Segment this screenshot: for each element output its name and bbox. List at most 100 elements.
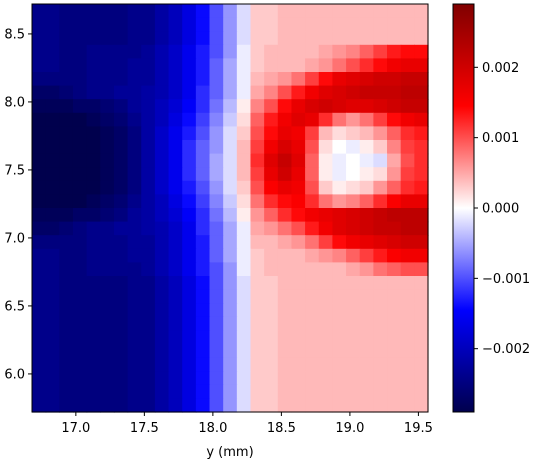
heatmap-cell	[346, 248, 361, 263]
heatmap-cell	[223, 58, 238, 73]
heatmap-cell	[359, 167, 374, 182]
heatmap-cell	[414, 44, 429, 59]
heatmap-cell	[100, 85, 115, 100]
heatmap-cell	[127, 208, 142, 223]
heatmap-cell	[141, 344, 156, 359]
heatmap-cell	[59, 140, 74, 155]
heatmap-cell	[209, 371, 224, 386]
heatmap-cell	[291, 248, 306, 263]
heatmap-cell	[400, 316, 415, 331]
heatmap-cell	[223, 248, 238, 263]
heatmap-cell	[127, 289, 142, 304]
heatmap-cell	[154, 344, 170, 359]
heatmap-cell	[127, 384, 142, 399]
heatmap-cell	[373, 235, 388, 250]
heatmap-cell	[318, 371, 334, 386]
heatmap-cell	[359, 330, 374, 345]
heatmap-cell	[127, 44, 142, 59]
heatmap-cell	[400, 17, 415, 32]
heatmap-cell	[195, 398, 211, 413]
heatmap-cell	[264, 371, 279, 386]
heatmap-cell	[127, 235, 142, 250]
heatmap-cell	[414, 208, 429, 223]
heatmap-cell	[305, 398, 320, 413]
heatmap-cell	[318, 276, 334, 291]
heatmap-cell	[154, 289, 170, 304]
heatmap-cell	[318, 140, 334, 155]
heatmap-cell	[154, 194, 170, 209]
x-tick-label: 19.0	[335, 421, 364, 436]
heatmap-cell	[250, 371, 265, 386]
heatmap-cell	[113, 126, 129, 141]
heatmap-cell	[45, 384, 60, 399]
heatmap-cell	[209, 31, 224, 46]
heatmap-cell	[346, 31, 361, 46]
heatmap-cell	[387, 180, 402, 195]
heatmap-cell	[195, 262, 211, 277]
colorbar-tick-label: 0.000	[482, 202, 519, 217]
heatmap-cell	[72, 371, 88, 386]
heatmap-cell	[32, 99, 47, 114]
heatmap-cell	[236, 208, 252, 223]
heatmap-cell	[264, 126, 279, 141]
heatmap-cell	[291, 194, 306, 209]
heatmap-cell	[277, 17, 293, 32]
heatmap-cell	[182, 167, 197, 182]
heatmap-cell	[414, 99, 429, 114]
heatmap-cell	[387, 126, 402, 141]
heatmap-cell	[154, 167, 170, 182]
heatmap-cell	[250, 208, 265, 223]
heatmap-cell	[209, 72, 224, 87]
heatmap-cell	[195, 72, 211, 87]
heatmap-cell	[32, 289, 47, 304]
heatmap-cell	[387, 58, 402, 73]
heatmap-cell	[154, 208, 170, 223]
heatmap-cell	[277, 262, 293, 277]
heatmap-cell	[305, 221, 320, 236]
heatmap-cell	[32, 140, 47, 155]
heatmap-cell	[86, 208, 101, 223]
heatmap-cell	[195, 357, 211, 372]
heatmap-cell	[209, 262, 224, 277]
heatmap-cell	[141, 167, 156, 182]
heatmap-cell	[264, 31, 279, 46]
heatmap-cell	[127, 4, 142, 19]
heatmap-cell	[195, 276, 211, 291]
heatmap-cell	[209, 167, 224, 182]
heatmap-cell	[209, 140, 224, 155]
heatmap-cell	[305, 4, 320, 19]
heatmap-cell	[32, 303, 47, 318]
heatmap-cell	[373, 167, 388, 182]
heatmap-cell	[250, 17, 265, 32]
heatmap-cell	[113, 112, 129, 127]
heatmap-cell	[154, 126, 170, 141]
heatmap-cell	[209, 357, 224, 372]
heatmap-cell	[305, 180, 320, 195]
heatmap-cell	[154, 221, 170, 236]
heatmap-cell	[32, 17, 47, 32]
colorbar	[452, 3, 475, 413]
heatmap-cell	[72, 330, 88, 345]
heatmap-cell	[359, 44, 374, 59]
heatmap-cell	[359, 316, 374, 331]
heatmap-cell	[141, 140, 156, 155]
heatmap-cell	[236, 153, 252, 168]
heatmap-cell	[277, 140, 293, 155]
heatmap-cell	[277, 126, 293, 141]
heatmap-cell	[86, 58, 101, 73]
heatmap-cell	[277, 31, 293, 46]
heatmap-cell	[318, 58, 334, 73]
heatmap-cell	[32, 167, 47, 182]
heatmap-cell	[182, 316, 197, 331]
heatmap-cell	[346, 303, 361, 318]
heatmap-cell	[113, 289, 129, 304]
heatmap-cell	[277, 180, 293, 195]
heatmap-cell	[318, 303, 334, 318]
heatmap-cell	[59, 248, 74, 263]
heatmap-cell	[86, 194, 101, 209]
heatmap-cell	[100, 371, 115, 386]
heatmap-cell	[72, 140, 88, 155]
heatmap-cell	[59, 4, 74, 19]
heatmap-cell	[113, 235, 129, 250]
heatmap-cell	[400, 72, 415, 87]
